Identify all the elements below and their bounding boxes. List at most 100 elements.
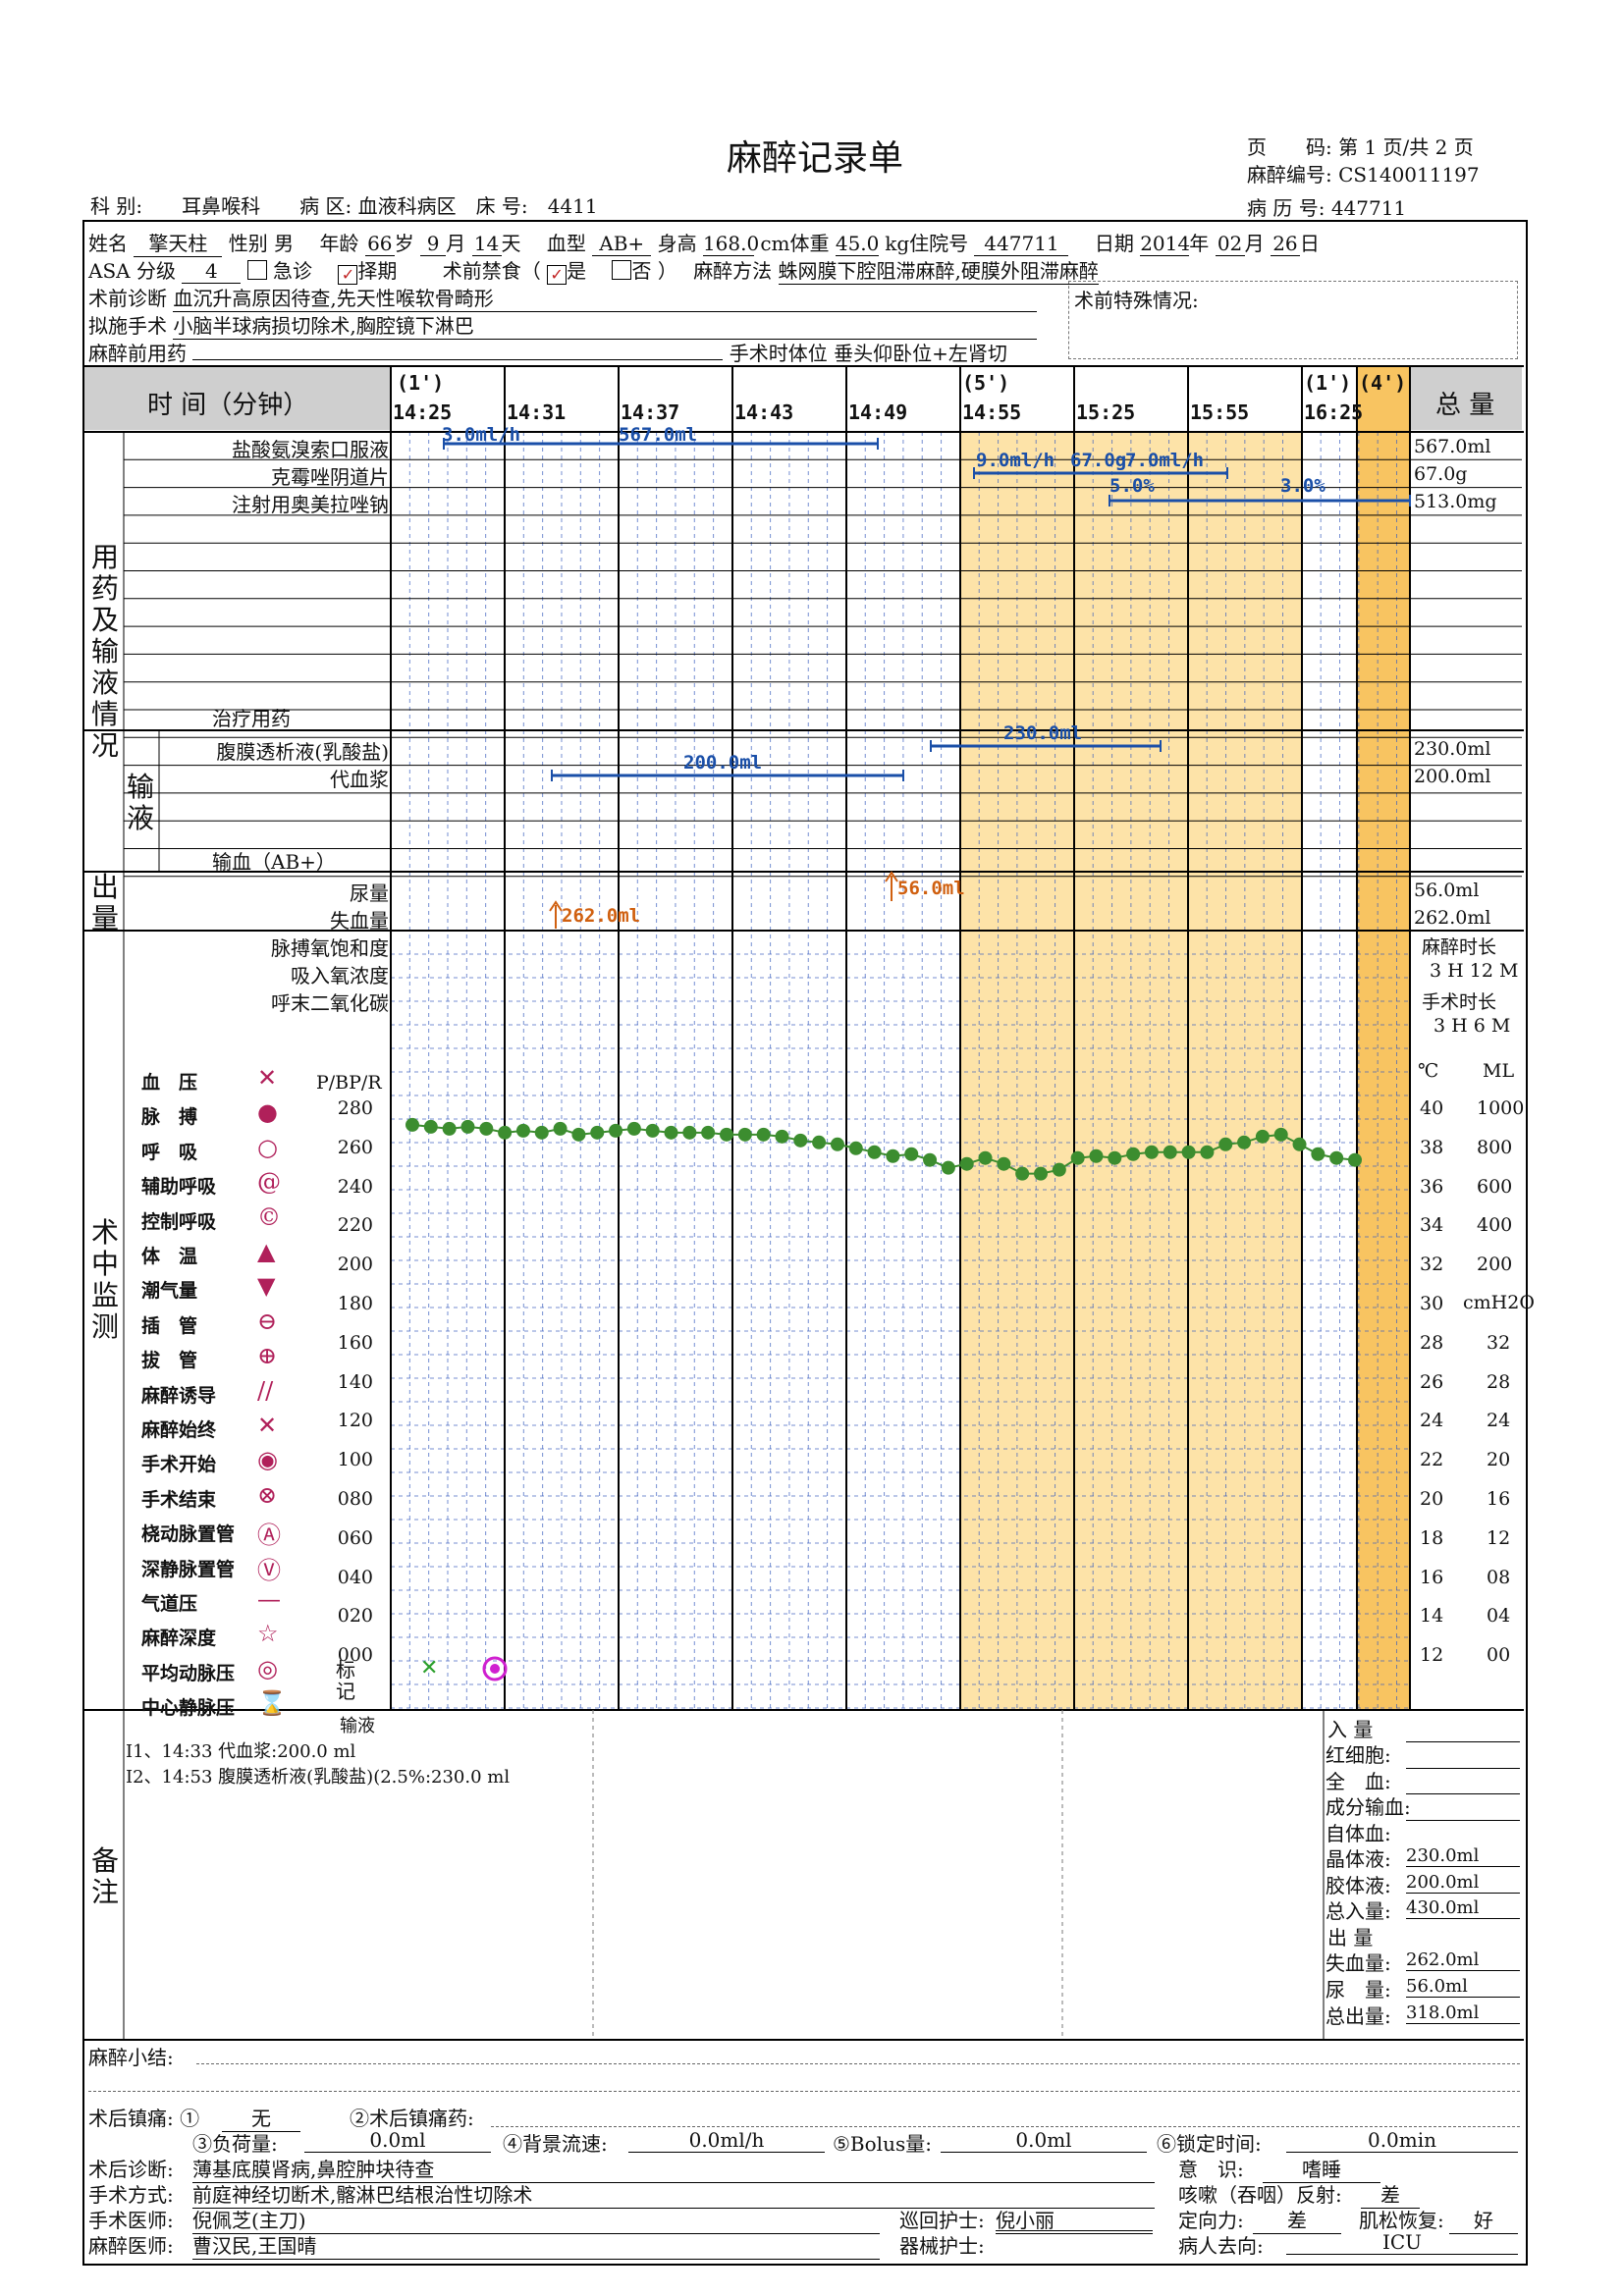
surg-end-icon: ⊗ — [257, 1480, 278, 1509]
intake-item-value: 430.0ml — [1406, 1897, 1520, 1919]
pulse-point — [848, 1141, 863, 1155]
time-interval: (4') — [1359, 371, 1407, 395]
drug-name: 克霉唑阴道片 — [271, 465, 389, 489]
ml-tick: 800 — [1477, 1136, 1513, 1158]
pulse-point — [1273, 1127, 1288, 1142]
assist-resp-icon: @ — [257, 1168, 281, 1197]
tidal-icon: ▼ — [257, 1272, 276, 1301]
surgery-duration: 3 H 6 M — [1434, 1015, 1511, 1037]
underline — [196, 2063, 1520, 2064]
pulse-point — [997, 1156, 1011, 1171]
pulse-point — [830, 1137, 844, 1151]
section-char: 输 — [126, 771, 154, 803]
pulse-point — [1237, 1135, 1252, 1149]
surgeon-label: 手术医师: — [88, 2209, 174, 2232]
section-char: 出 — [90, 871, 119, 903]
section-char: 中 — [90, 1248, 119, 1280]
legend-label: 平均动脉压 — [141, 1662, 236, 1684]
celsius-label: ℃ — [1418, 1060, 1439, 1082]
drug-total: 513.0mg — [1414, 491, 1497, 512]
pulse-point — [1200, 1145, 1215, 1159]
depth-icon: ☆ — [257, 1620, 279, 1648]
pulse-point — [664, 1125, 678, 1140]
pulse-point — [756, 1127, 771, 1142]
lock-label: ⑥锁定时间: — [1157, 2132, 1262, 2156]
total-header-cell — [1410, 367, 1522, 430]
pulse-point — [941, 1160, 955, 1175]
celsius-tick: 36 — [1420, 1175, 1444, 1198]
output-total: 262.0ml — [1414, 907, 1491, 929]
load-value: 0.0ml — [304, 2128, 491, 2153]
output-item-value: 262.0ml — [1406, 1949, 1520, 1971]
intake-item-label: 总入量: — [1325, 1899, 1391, 1923]
legend-label: 麻醉诱导 — [141, 1384, 217, 1407]
celsius-tick: 34 — [1420, 1214, 1444, 1237]
left-axis-tick: 180 — [337, 1293, 373, 1314]
intake-item-label: 自体血: — [1325, 1821, 1391, 1845]
pulse-point — [959, 1156, 974, 1171]
muscle-value: 好 — [1449, 2205, 1518, 2234]
anes-doc-label: 麻醉医师: — [88, 2234, 174, 2258]
bolus-value: 0.0ml — [941, 2128, 1147, 2153]
left-axis-tick: 060 — [337, 1526, 373, 1549]
cmh2o-tick: 24 — [1487, 1410, 1511, 1432]
pulse-point — [793, 1133, 808, 1148]
treatment-label: 治疗用药 — [212, 707, 291, 730]
section-char: 药 — [90, 572, 119, 605]
pulse-point — [1126, 1147, 1141, 1161]
pulse-point — [978, 1150, 993, 1165]
drug-rate-label: 67.0g — [1070, 450, 1127, 471]
cmh2o-tick: 20 — [1487, 1449, 1511, 1471]
drug-name: 盐酸氨溴索口服液 — [232, 438, 389, 461]
fluid-label: 230.0ml — [1003, 722, 1083, 744]
intubate-icon: ⊖ — [257, 1307, 278, 1335]
legend-label: 麻醉深度 — [141, 1628, 217, 1650]
intake-item-value: 200.0ml — [1406, 1872, 1520, 1894]
section-medication: 用药及输液情况 — [90, 542, 120, 762]
bp-icon: ✕ — [257, 1064, 278, 1092]
mark-label: 标记 — [336, 1658, 355, 1703]
time-header-cell — [84, 367, 391, 430]
load-label: ③负荷量: — [192, 2132, 278, 2156]
intake-item-value: 230.0ml — [1406, 1845, 1520, 1867]
time-interval: (1') — [1304, 371, 1352, 395]
pulse-point — [1348, 1152, 1362, 1167]
celsius-tick: 18 — [1420, 1526, 1444, 1549]
pain-label: 术后镇痛: ① — [88, 2107, 200, 2130]
underline — [88, 2091, 1520, 2092]
elective-checkbox[interactable]: ✓ — [338, 265, 358, 285]
muscle-label: 肌松恢复: — [1359, 2209, 1444, 2232]
output-item-value: 56.0ml — [1406, 1976, 1520, 1998]
legend-label: 手术结束 — [141, 1488, 217, 1511]
intake-item-value — [1406, 1793, 1520, 1794]
section-char: 输 — [90, 635, 119, 667]
induction-icon: // — [257, 1376, 274, 1405]
bg-value: 0.0ml/h — [628, 2128, 825, 2153]
drug-rate-label: 9.0ml/h — [976, 450, 1055, 471]
pulse-line — [411, 1123, 1356, 1175]
fasting-no-checkbox[interactable] — [612, 260, 632, 280]
dest-value: ICU — [1286, 2230, 1518, 2255]
intake-item-label: 红细胞: — [1325, 1743, 1391, 1767]
legend-label: 控制呼吸 — [141, 1210, 217, 1233]
time-tick: 14:25 — [393, 400, 453, 424]
fasting-yes-checkbox[interactable]: ✓ — [547, 265, 568, 285]
diagnosis-row: 术前诊断 血沉升高原因待查,先天性喉软骨畸形 — [88, 283, 1038, 312]
emergency-checkbox[interactable] — [246, 260, 267, 280]
fluid-name: 腹膜透析液(乳酸盐) — [216, 740, 389, 764]
blood-transfusion-label: 输血（AB+） — [212, 850, 336, 874]
pulse-point — [775, 1129, 789, 1144]
fluid-name: 代血浆 — [330, 768, 389, 791]
legend-label: 手术开始 — [141, 1454, 217, 1476]
section-char: 液 — [90, 667, 119, 699]
cmh2o-tick: 04 — [1487, 1605, 1511, 1628]
total-header-label: 总 量 — [1435, 391, 1495, 420]
output-label: 56.0ml — [897, 878, 965, 899]
pain-value: 无 — [222, 2103, 300, 2132]
celsius-tick: 40 — [1420, 1097, 1444, 1119]
celsius-tick: 12 — [1420, 1644, 1444, 1667]
pulse-point — [1163, 1145, 1177, 1159]
pulse-point — [609, 1123, 623, 1138]
legend-label: 桡动脉置管 — [141, 1523, 236, 1546]
radial-icon: Ⓐ — [257, 1522, 281, 1550]
